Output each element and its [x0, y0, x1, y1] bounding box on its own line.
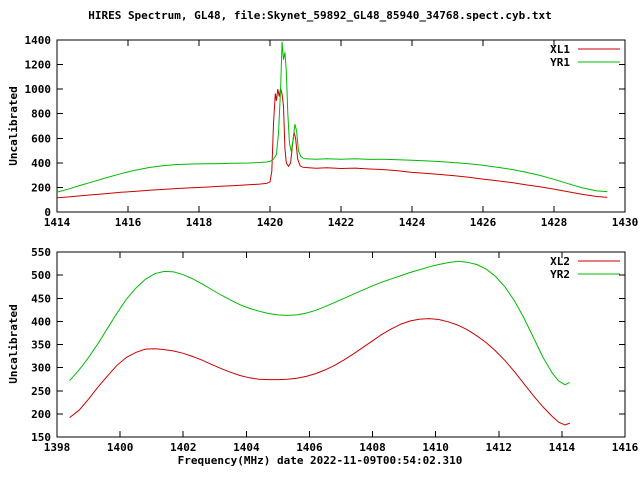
- svg-text:1416: 1416: [115, 216, 142, 229]
- svg-text:1400: 1400: [25, 34, 52, 47]
- svg-text:1404: 1404: [233, 441, 260, 454]
- svg-text:1418: 1418: [186, 216, 213, 229]
- svg-text:200: 200: [31, 181, 51, 194]
- svg-text:1414: 1414: [44, 216, 71, 229]
- svg-text:0: 0: [44, 206, 51, 219]
- svg-text:1402: 1402: [170, 441, 197, 454]
- svg-text:500: 500: [31, 269, 51, 282]
- svg-text:XL1: XL1: [550, 43, 570, 56]
- svg-text:600: 600: [31, 132, 51, 145]
- svg-text:1410: 1410: [422, 441, 449, 454]
- svg-text:YR2: YR2: [550, 268, 570, 281]
- svg-text:YR1: YR1: [550, 56, 570, 69]
- svg-text:800: 800: [31, 108, 51, 121]
- svg-text:1414: 1414: [549, 441, 576, 454]
- svg-text:1430: 1430: [612, 216, 639, 229]
- svg-text:1400: 1400: [107, 441, 134, 454]
- chart-title: HIRES Spectrum, GL48, file:Skynet_59892_…: [88, 9, 552, 22]
- svg-text:1408: 1408: [359, 441, 386, 454]
- svg-text:1420: 1420: [257, 216, 284, 229]
- svg-text:450: 450: [31, 292, 51, 305]
- svg-text:1422: 1422: [328, 216, 355, 229]
- svg-text:150: 150: [31, 431, 51, 444]
- svg-text:400: 400: [31, 157, 51, 170]
- svg-text:1000: 1000: [25, 83, 52, 96]
- svg-text:1426: 1426: [470, 216, 497, 229]
- svg-text:1412: 1412: [486, 441, 513, 454]
- svg-text:1416: 1416: [612, 441, 639, 454]
- svg-text:550: 550: [31, 246, 51, 259]
- svg-text:1424: 1424: [399, 216, 426, 229]
- svg-text:300: 300: [31, 362, 51, 375]
- svg-text:1398: 1398: [44, 441, 71, 454]
- svg-text:400: 400: [31, 315, 51, 328]
- svg-text:XL2: XL2: [550, 255, 570, 268]
- svg-text:250: 250: [31, 385, 51, 398]
- svg-text:1428: 1428: [541, 216, 568, 229]
- svg-text:200: 200: [31, 408, 51, 421]
- svg-text:350: 350: [31, 339, 51, 352]
- svg-text:1406: 1406: [296, 441, 323, 454]
- x-axis-label: Frequency(MHz) date 2022-11-09T00:54:02.…: [177, 454, 463, 467]
- svg-text:1200: 1200: [25, 59, 52, 72]
